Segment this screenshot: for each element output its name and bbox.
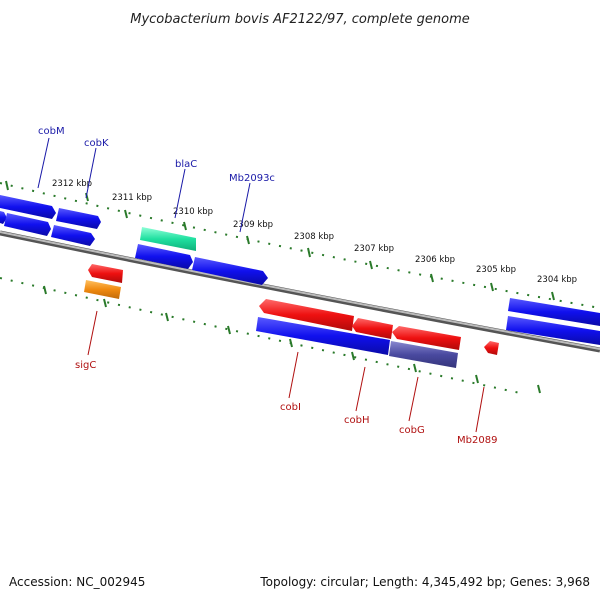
- gene-rev-blue[interactable]: [256, 317, 390, 355]
- tick-label-2308: 2308 kbp: [294, 232, 334, 242]
- gene-cobH[interactable]: [352, 318, 393, 339]
- label-Mb2093c: Mb2093c: [229, 173, 275, 184]
- tick-label-2307: 2307 kbp: [354, 244, 394, 254]
- leader-blaC: [174, 168, 186, 219]
- tick-label-2304: 2304 kbp: [537, 275, 577, 285]
- label-cobK: cobK: [84, 138, 109, 149]
- leader-Mb2093c: [239, 182, 251, 233]
- tick-label-2309: 2309 kbp: [233, 220, 273, 230]
- label-sigC: sigC: [75, 360, 96, 371]
- gene-blaC[interactable]: [140, 227, 196, 251]
- label-cobH: cobH: [344, 415, 369, 426]
- gene-fwd-inner-3[interactable]: [51, 225, 95, 246]
- gene-Mb2093c[interactable]: [135, 244, 193, 269]
- tick-label-2312: 2312 kbp: [52, 179, 92, 189]
- gene-Mb2089[interactable]: [484, 341, 499, 355]
- label-cobG: cobG: [399, 425, 425, 436]
- gene-cobM[interactable]: [0, 195, 56, 219]
- gene-cobG[interactable]: [392, 326, 461, 350]
- accession-text: Accession: NC_002945: [9, 575, 146, 589]
- leader-Mb2089: [475, 386, 485, 433]
- gene-fwd-outer-4[interactable]: [508, 298, 600, 326]
- gene-cobI[interactable]: [259, 299, 354, 331]
- gene-orange-feature[interactable]: [84, 280, 121, 299]
- gene-sigC[interactable]: [88, 264, 123, 283]
- gene-fwd-inner-2[interactable]: [4, 213, 51, 236]
- leader-cobK: [85, 147, 97, 199]
- leader-cobH: [355, 366, 366, 412]
- leader-cobI: [288, 351, 299, 399]
- leader-cobM: [37, 137, 50, 189]
- gene-fwd-inner-6[interactable]: [506, 316, 600, 345]
- tick-label-2306: 2306 kbp: [415, 255, 455, 265]
- gene-fwd-inner-5[interactable]: [192, 257, 268, 285]
- label-Mb2089: Mb2089: [457, 435, 497, 446]
- topology-stats-text: Topology: circular; Length: 4,345,492 bp…: [260, 575, 590, 589]
- gene-cobK[interactable]: [56, 208, 101, 229]
- map-title: Mycobacterium bovis AF2122/97, complete …: [130, 12, 469, 27]
- tick-label-2305: 2305 kbp: [476, 265, 516, 275]
- gene-fwd-inner-1[interactable]: [0, 211, 7, 224]
- leader-sigC: [87, 310, 98, 356]
- inner-major-ticks: [43, 285, 541, 394]
- label-blaC: blaC: [175, 159, 197, 170]
- tick-label-2311: 2311 kbp: [112, 193, 152, 203]
- leader-cobG: [408, 376, 419, 422]
- tick-label-2310: 2310 kbp: [173, 207, 213, 217]
- label-cobI: cobI: [280, 402, 301, 413]
- gene-rev-purple[interactable]: [389, 341, 458, 368]
- label-cobM: cobM: [38, 126, 65, 137]
